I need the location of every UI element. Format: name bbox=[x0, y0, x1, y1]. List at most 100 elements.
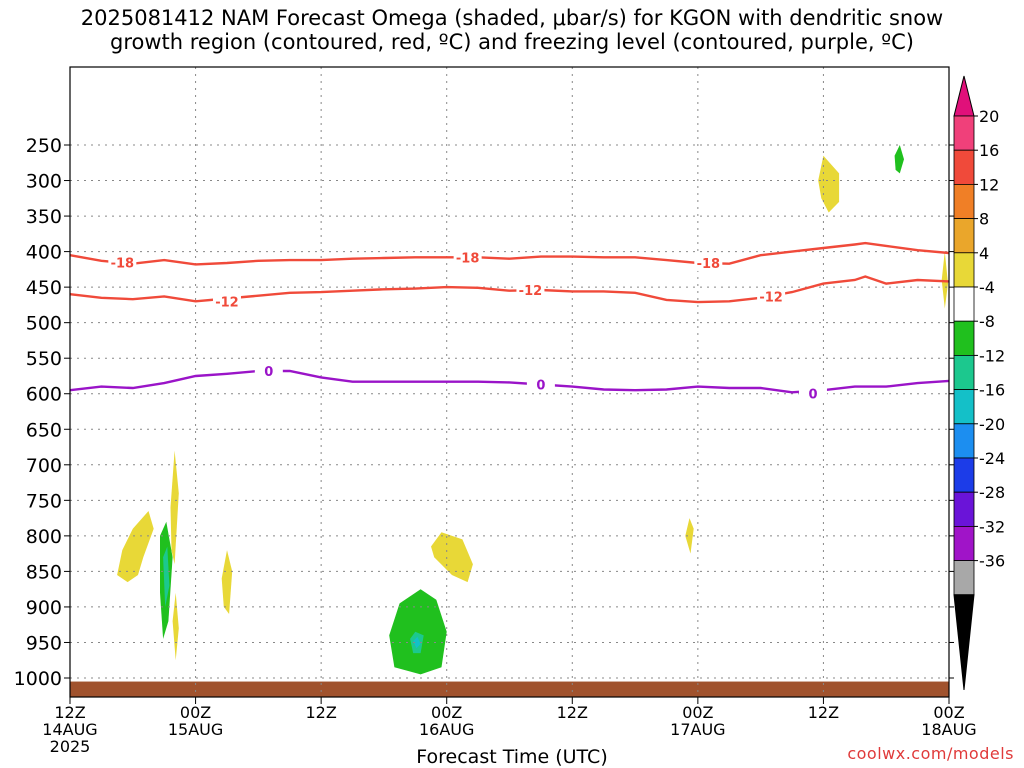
contour-label-bg bbox=[108, 254, 137, 271]
contour-label: -12 bbox=[519, 284, 543, 299]
x-tick-label: 12Z bbox=[305, 703, 336, 722]
plot-area: -18 -18 -18 -12 -12 -12 0 0 0 bbox=[69, 66, 950, 698]
y-tick-label: 350 bbox=[26, 206, 62, 228]
colorbar-swatch bbox=[953, 491, 975, 527]
y-tick-label: 700 bbox=[26, 455, 62, 477]
contour-label-bg bbox=[526, 376, 555, 393]
colorbar-label: 12 bbox=[979, 175, 999, 194]
x-tick-label: 00Z bbox=[431, 703, 462, 722]
contour-label-bg bbox=[798, 385, 827, 402]
contour-label: 0 bbox=[808, 388, 817, 403]
y-tick-label: 250 bbox=[26, 135, 62, 157]
y-tick-label: 950 bbox=[26, 632, 62, 654]
colorbar-label: -32 bbox=[979, 517, 1005, 536]
colorbar-swatch bbox=[953, 457, 975, 493]
colorbar-label: 20 bbox=[979, 107, 999, 126]
x-tick-label: 2025 bbox=[50, 737, 91, 756]
contour-line bbox=[69, 275, 950, 304]
colorbar-label: -16 bbox=[979, 381, 1005, 400]
colorbar-label: -8 bbox=[979, 312, 995, 331]
omega-region bbox=[389, 589, 447, 675]
x-tick-label: 15AUG bbox=[168, 720, 223, 739]
omega-region bbox=[221, 550, 233, 614]
contour-label: 0 bbox=[264, 365, 273, 380]
colorbar-swatch bbox=[953, 183, 975, 219]
colorbar-label: 16 bbox=[979, 141, 999, 160]
colorbar-bottom-arrow bbox=[953, 594, 975, 691]
contour-label: -18 bbox=[697, 257, 721, 272]
x-axis-title: Forecast Time (UTC) bbox=[416, 746, 608, 768]
colorbar-swatch bbox=[953, 354, 975, 390]
terrain-band bbox=[70, 681, 949, 697]
credit-text: coolwx.com/models bbox=[847, 744, 1014, 763]
y-tick-label: 850 bbox=[26, 561, 62, 583]
contour-label: -18 bbox=[456, 251, 480, 266]
contour-label-bg bbox=[516, 281, 545, 298]
y-tick-label: 650 bbox=[26, 419, 62, 441]
colorbar-label: -4 bbox=[979, 278, 995, 297]
y-tick-label: 400 bbox=[26, 242, 62, 264]
x-tick-label: 12Z bbox=[54, 703, 85, 722]
colorbar-swatch bbox=[953, 423, 975, 459]
omega-region bbox=[413, 636, 421, 649]
colorbar-swatch bbox=[953, 389, 975, 425]
y-tick-label: 550 bbox=[26, 348, 62, 370]
colorbar-label: -24 bbox=[979, 449, 1005, 468]
omega-region bbox=[117, 511, 154, 583]
colorbar-label: -20 bbox=[979, 415, 1005, 434]
omega-region bbox=[818, 155, 840, 213]
x-tick-label: 00Z bbox=[682, 703, 713, 722]
colorbar-top-arrow bbox=[953, 75, 975, 117]
y-tick-label: 450 bbox=[26, 277, 62, 299]
contour-line bbox=[69, 241, 950, 266]
plot-frame bbox=[69, 66, 950, 698]
omega-region bbox=[894, 145, 904, 174]
colorbar-label: -36 bbox=[979, 552, 1005, 571]
pressure-axis: 250 300 350 400 450 500 550 600 650 700 750 800 850 9… bbox=[14, 135, 954, 690]
colorbar-label: 8 bbox=[979, 210, 989, 229]
colorbar-swatch bbox=[953, 526, 975, 562]
colorbar-swatch bbox=[953, 115, 975, 151]
chart-title: 2025081412 NAM Forecast Omega (shaded, μ… bbox=[80, 6, 944, 54]
x-tick-label: 00Z bbox=[933, 703, 964, 722]
contour-label: 0 bbox=[536, 378, 545, 393]
colorbar-label: 4 bbox=[979, 244, 989, 263]
y-tick-label: 600 bbox=[26, 384, 62, 406]
contour-label: -12 bbox=[215, 295, 239, 310]
x-tick-label: 12Z bbox=[557, 703, 588, 722]
x-tick-label: 12Z bbox=[808, 703, 839, 722]
x-tick-label: 18AUG bbox=[921, 720, 976, 739]
colorbar-swatch bbox=[953, 560, 975, 596]
contour-label-bg bbox=[453, 249, 482, 266]
contour-label: -12 bbox=[759, 290, 783, 305]
x-tick-label: 16AUG bbox=[419, 720, 474, 739]
y-tick-label: 750 bbox=[26, 490, 62, 512]
x-tick-label: 00Z bbox=[180, 703, 211, 722]
contour-label-bg bbox=[254, 362, 283, 379]
y-tick-label: 800 bbox=[26, 526, 62, 548]
x-tick-label: 17AUG bbox=[670, 720, 725, 739]
omega-region bbox=[170, 450, 179, 565]
contour-label-bg bbox=[694, 254, 723, 271]
y-tick-label: 900 bbox=[26, 597, 62, 619]
colorbar-swatch bbox=[953, 149, 975, 185]
colorbar-label: -28 bbox=[979, 483, 1005, 502]
colorbar-swatch bbox=[953, 252, 975, 288]
omega-region bbox=[685, 518, 694, 554]
contour-label-bg bbox=[757, 288, 786, 305]
colorbar-swatch bbox=[953, 286, 975, 322]
y-tick-label: 500 bbox=[26, 313, 62, 335]
y-tick-label: 1000 bbox=[14, 668, 62, 690]
omega-region bbox=[431, 532, 473, 583]
colorbar-swatch bbox=[953, 320, 975, 356]
y-tick-label: 300 bbox=[26, 171, 62, 193]
colorbar: 20 16 12 8 4 -4 -8 -12 -16 -20 -24 -28 -32 -36 bbox=[953, 75, 1005, 691]
omega-region bbox=[172, 592, 179, 661]
contour-label: -18 bbox=[111, 256, 135, 271]
contour-label-bg bbox=[212, 293, 241, 310]
omega-region bbox=[163, 546, 170, 607]
colorbar-swatch bbox=[953, 218, 975, 254]
x-tick-label: 14AUG bbox=[42, 720, 97, 739]
colorbar-label: -12 bbox=[979, 346, 1005, 365]
